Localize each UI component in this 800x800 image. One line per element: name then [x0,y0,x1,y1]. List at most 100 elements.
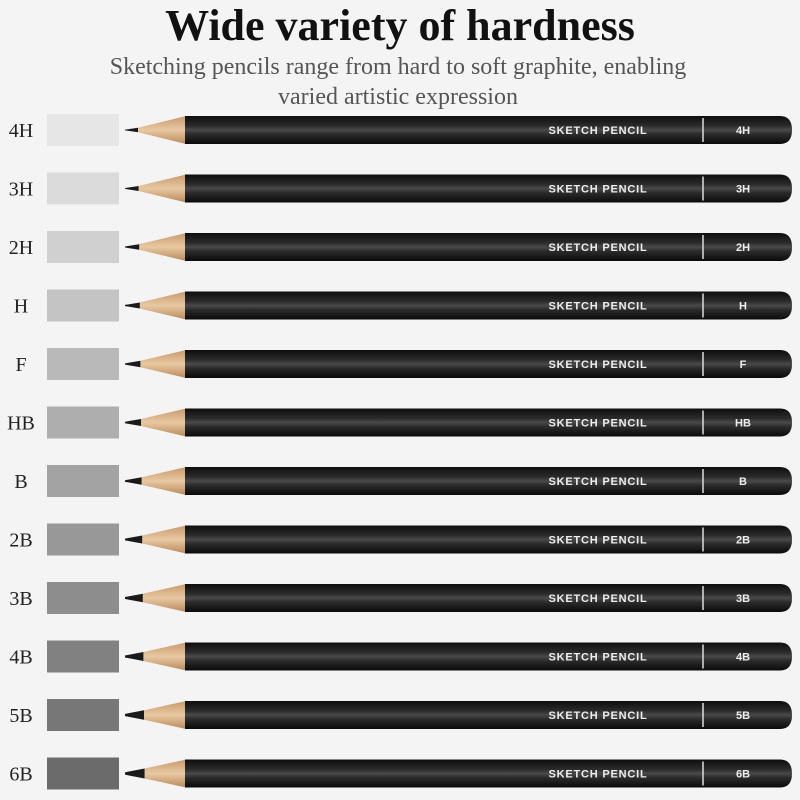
pencil-lead [125,652,144,661]
swatch-texture [47,640,119,673]
pencil-brand: SKETCH PENCIL [548,769,647,781]
shading-swatch [47,582,119,614]
shading-swatch [47,348,119,380]
hardness-label: H [14,296,28,318]
swatch-texture [47,757,119,790]
pencil-body [185,525,792,554]
swatch-texture [47,114,119,146]
pencil-grade: 5B [736,710,750,722]
pencil-row: F SKETCH PENCIL F [15,348,792,380]
pencil-list: 4H SKETCH PENCIL 4H 3H SKETCH PENCIL 3H 2H SKET… [7,114,792,790]
swatch-texture [47,172,119,205]
title: Wide variety of hardness [165,1,635,50]
swatch-texture [47,699,119,731]
pencil-wood [140,350,186,378]
pencil-grade: 4H [736,125,750,137]
pencil-lead [125,186,139,191]
shading-swatch [47,289,119,322]
pencil-brand: SKETCH PENCIL [548,184,647,196]
pencil-brand: SKETCH PENCIL [548,476,647,488]
pencil-body [185,701,792,729]
pencil-row: H SKETCH PENCIL H [14,289,792,322]
pencil-wood [142,525,186,554]
pencil-brand: SKETCH PENCIL [548,359,647,371]
pencil-lead [125,477,142,485]
shading-swatch [47,465,119,497]
pencil-brand: SKETCH PENCIL [548,710,647,722]
pencil-grade: 4B [736,652,750,664]
pencil-lead [125,710,144,720]
pencil-brand: SKETCH PENCIL [548,418,647,430]
shading-swatch [47,699,119,731]
pencil-wood [144,701,186,729]
pencil-grade: 2H [736,242,750,254]
pencil-brand: SKETCH PENCIL [548,301,647,313]
pencil-row: 5B SKETCH PENCIL 5B [9,699,792,731]
pencil-wood [141,467,186,495]
pencil-body [185,584,792,612]
pencil-lead [125,593,143,603]
pencil-body [185,408,792,437]
pencil-row: 3B SKETCH PENCIL 3B [9,582,792,614]
shading-swatch [47,523,119,556]
pencil-lead [125,127,138,133]
pencil-lead [125,535,143,544]
pencil-grade: F [740,359,747,371]
pencil-body [185,291,792,320]
pencil-row: B SKETCH PENCIL B [14,465,792,497]
pencil-body [185,759,792,788]
pencil-wood [143,642,186,671]
swatch-texture [47,465,119,497]
pencil-brand: SKETCH PENCIL [548,535,647,547]
swatch-texture [47,348,119,380]
pencil-body [185,350,792,378]
pencil-wood [144,759,186,788]
pencil-row: 4B SKETCH PENCIL 4B [9,640,792,673]
pencil-body [185,174,792,203]
hardness-label: F [15,354,26,376]
pencil-brand: SKETCH PENCIL [548,125,647,137]
pencil-brand: SKETCH PENCIL [548,652,647,664]
pencil-row: 6B SKETCH PENCIL 6B [9,757,792,790]
hardness-label: 4B [9,647,32,669]
subtitle-line: Sketching pencils range from hard to sof… [110,54,687,80]
pencil-row: HB SKETCH PENCIL HB [7,406,792,439]
pencil-row: 4H SKETCH PENCIL 4H [9,114,792,146]
pencil-body [185,642,792,671]
hardness-label: HB [7,413,35,435]
pencil-grade: 2B [736,535,750,547]
pencil-body [185,116,792,144]
pencil-wood [139,233,186,261]
pencil-grade: HB [735,418,751,430]
hardness-label: 3H [9,179,33,201]
shading-swatch [47,114,119,146]
pencil-grade: 3B [736,593,750,605]
swatch-texture [47,289,119,322]
hardness-label: 4H [9,120,33,142]
pencil-lead [125,302,140,309]
shading-swatch [47,640,119,673]
hardness-label: 2B [9,530,32,552]
pencil-wood [142,584,186,612]
pencil-grade: 6B [736,769,750,781]
hardness-label: 5B [9,705,32,727]
swatch-texture [47,523,119,556]
pencil-grade: B [739,476,747,488]
hardness-label: 3B [9,588,32,610]
pencil-row: 2H SKETCH PENCIL 2H [9,231,792,263]
pencil-lead [125,419,141,426]
pencil-body [185,467,792,495]
shading-swatch [47,231,119,263]
pencil-lead [125,360,141,368]
pencil-grade: 3H [736,184,750,196]
swatch-texture [47,231,119,263]
pencil-lead [125,768,145,779]
pencil-grade: H [739,301,747,313]
shading-swatch [47,172,119,205]
shading-swatch [47,406,119,439]
pencil-wood [138,116,186,144]
shading-swatch [47,757,119,790]
pencil-wood [138,174,186,203]
subtitle-line: varied artistic expression [278,84,518,110]
